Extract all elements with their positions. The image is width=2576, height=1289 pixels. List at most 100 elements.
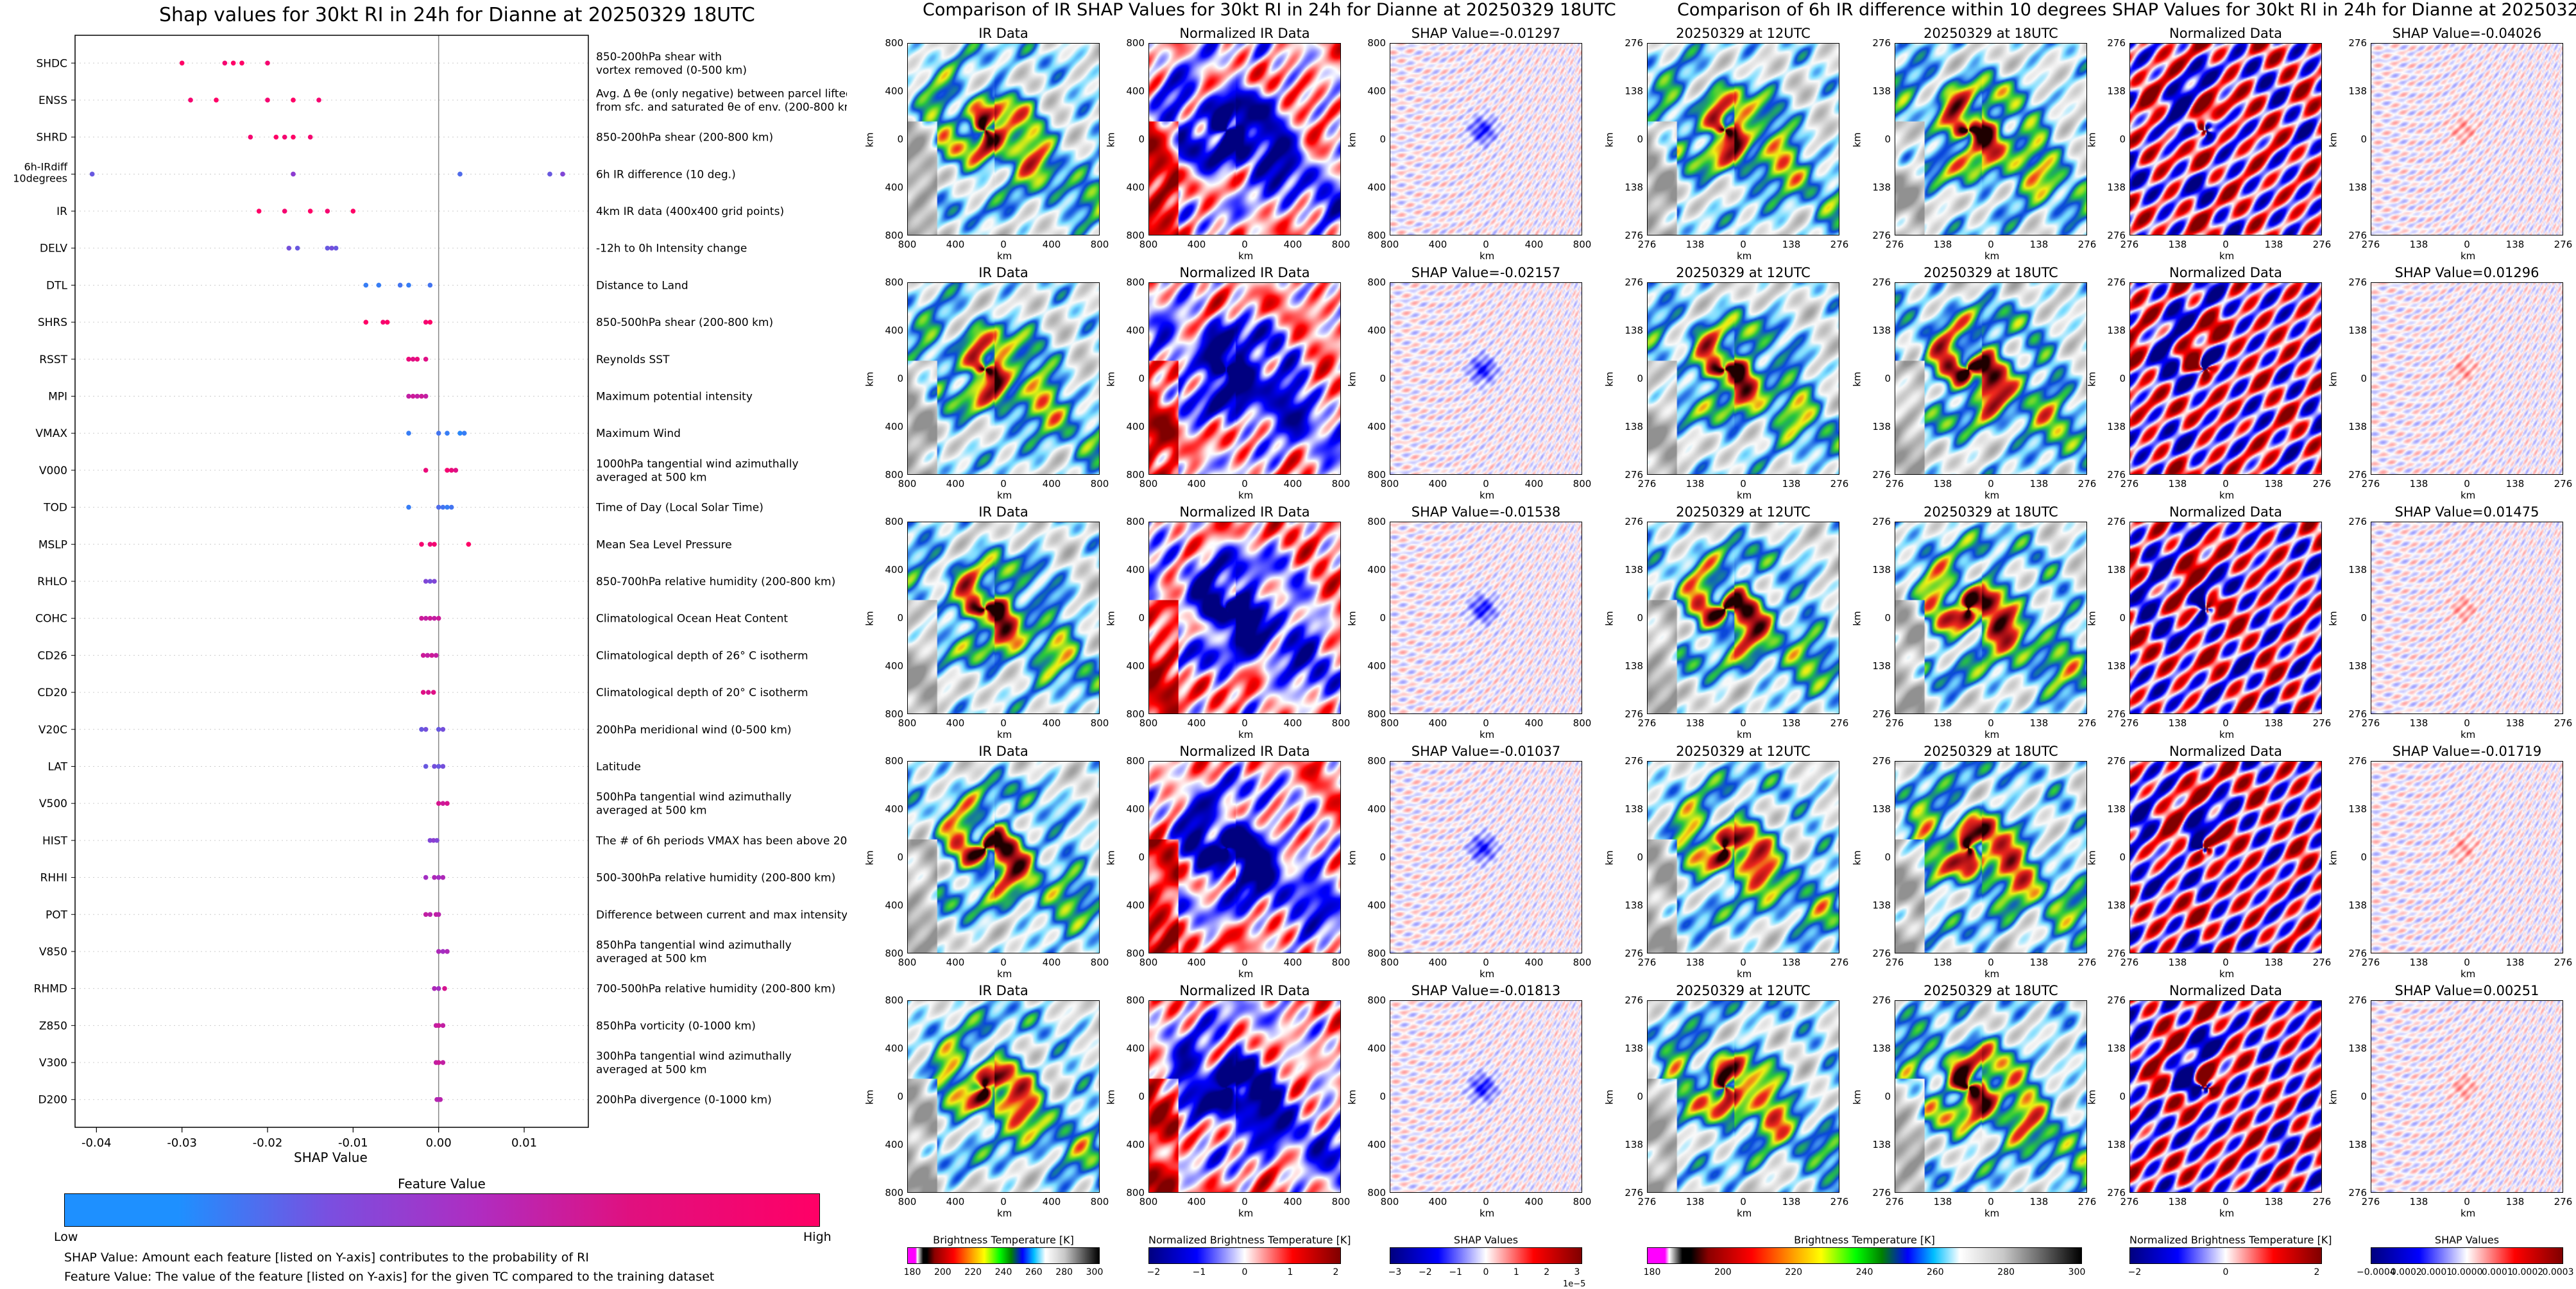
colorbar-tick-label: 0.0001: [2421, 1267, 2453, 1277]
feature-code-label: RSST: [39, 354, 67, 366]
y-axis-label: km: [1105, 371, 1117, 387]
shap-value-title: SHAP Value=-0.01719: [2392, 744, 2542, 759]
y-tick-label: 138: [2348, 325, 2367, 336]
x-tick-label: 276: [2554, 239, 2573, 250]
y-tick-label: 138: [1872, 421, 1891, 432]
feature-code-label: DELV: [40, 243, 67, 255]
shap-point: [445, 801, 450, 806]
satellite-image-panel: [1647, 282, 1839, 475]
y-tick-label: 0: [2119, 1091, 2126, 1102]
x-tick-label: 0: [1000, 239, 1007, 250]
y-tick-label: 800: [1367, 755, 1386, 767]
y-axis-label: km: [2327, 132, 2339, 148]
feature-description: 850-700hPa relative humidity (200-800 km…: [596, 576, 835, 588]
shap-point: [282, 134, 287, 140]
x-tick-label: 138: [1782, 1196, 1801, 1208]
shap-point: [89, 171, 95, 177]
satellite-image-panel: [1647, 43, 1839, 235]
y-tick-label: 0: [1379, 612, 1386, 624]
y-axis-label: km: [864, 611, 876, 626]
x-tick-label: 800: [898, 1196, 917, 1208]
y-tick-label: 400: [1367, 1139, 1386, 1150]
x-tick-label: 276: [2312, 478, 2332, 490]
feature-code-label: DTL: [46, 279, 67, 292]
shap-point: [438, 1097, 443, 1102]
x-tick-label: 276: [1637, 478, 1657, 490]
shap-point: [433, 653, 439, 658]
x-tick-label: 0: [1988, 1196, 1994, 1208]
x-tick-label: 0: [1483, 239, 1489, 250]
y-tick-label: 276: [2107, 37, 2126, 49]
x-tick-label: 800: [1380, 1196, 1399, 1208]
shap-note: SHAP Value: Amount each feature [listed …: [64, 1251, 589, 1265]
x-tick-label: 276: [1885, 957, 1904, 968]
x-tick-label: 800: [1139, 478, 1158, 490]
y-axis-label: km: [864, 132, 876, 148]
x-tick-label: 0: [2464, 717, 2470, 729]
y-tick-label: 276: [1625, 516, 1643, 527]
satellite-image-panel: [1148, 522, 1341, 714]
satellite-image-panel: [2129, 761, 2322, 953]
y-tick-label: 0: [1884, 612, 1891, 624]
y-axis-label: km: [2086, 1089, 2098, 1105]
y-tick-label: 138: [2348, 803, 2367, 815]
shap-value-title: SHAP Value=-0.04026: [2392, 26, 2542, 41]
feature-code-label: 6h-IRdiff: [24, 160, 68, 173]
x-tick-label: 400: [1428, 1196, 1447, 1208]
y-tick-label: 138: [1872, 182, 1891, 193]
shap-point: [333, 245, 339, 251]
colorbar-tick-label: 0.0003: [2542, 1267, 2574, 1277]
y-tick-label: 400: [1126, 564, 1145, 576]
x-tick-label: 800: [1331, 1196, 1351, 1208]
panel-title: 20250329 at 12UTC: [1676, 265, 1811, 280]
shap-point: [222, 60, 228, 66]
x-tick-label: 0: [2222, 478, 2229, 490]
y-tick-label: 400: [1126, 1139, 1145, 1150]
y-tick-label: 400: [1367, 421, 1386, 432]
shap-point: [427, 282, 433, 288]
colorbar-tick-label: −0.0004: [2357, 1267, 2396, 1277]
x-tick-label: 138: [2409, 957, 2428, 968]
feature-description: 850-200hPa shear (200-800 km): [596, 132, 773, 144]
feature-code-label: VMAX: [35, 427, 67, 440]
x-axis-label: km: [1984, 1208, 2000, 1219]
satellite-image-panel: [1647, 522, 1839, 714]
shap-point: [291, 98, 296, 103]
colorbar-tick-label: 3: [1574, 1267, 1580, 1277]
y-tick-label: 0: [2360, 612, 2367, 624]
panel-title: Normalized IR Data: [1179, 26, 1310, 41]
shap-point: [434, 838, 439, 843]
feature-code-label: MPI: [48, 391, 67, 404]
shap-point: [316, 98, 321, 103]
y-tick-label: 138: [2107, 1043, 2126, 1054]
x-tick-label: -0.04: [81, 1136, 112, 1150]
colorbar-tick-label: 2: [1333, 1267, 1339, 1277]
colorbar-tick-label: 280: [1055, 1267, 1073, 1277]
x-tick-label: 276: [2361, 717, 2380, 729]
shap-heatmap-panel: [2371, 43, 2563, 235]
colorbar-tick-label: 220: [1785, 1267, 1803, 1277]
y-tick-label: 800: [1126, 708, 1145, 720]
panel-title: Normalized Data: [2169, 744, 2282, 759]
y-axis-label: km: [1603, 132, 1616, 148]
shap-point: [239, 60, 244, 66]
y-axis-label: km: [1851, 1089, 1863, 1105]
feature-description: 4km IR data (400x400 grid points): [596, 205, 784, 218]
feature-description: averaged at 500 km: [596, 1064, 707, 1077]
colorbar: [1647, 1247, 2082, 1264]
shap-point: [432, 615, 437, 621]
x-tick-label: 138: [2505, 717, 2525, 729]
x-tick-label: 276: [2120, 239, 2139, 250]
colorbar-tick-label: 0.0002: [2512, 1267, 2544, 1277]
x-tick-label: 138: [2409, 717, 2428, 729]
feature-code-label: HIST: [42, 835, 68, 848]
y-tick-label: 0: [897, 133, 903, 145]
y-tick-label: 138: [1872, 1139, 1891, 1150]
shap-point: [291, 171, 296, 177]
y-axis-label: km: [1346, 132, 1358, 148]
shap-point: [445, 949, 450, 954]
y-tick-label: 0: [1379, 133, 1386, 145]
y-tick-label: 0: [1379, 373, 1386, 384]
x-tick-label: 138: [2505, 1196, 2525, 1208]
y-tick-label: 400: [885, 900, 903, 911]
